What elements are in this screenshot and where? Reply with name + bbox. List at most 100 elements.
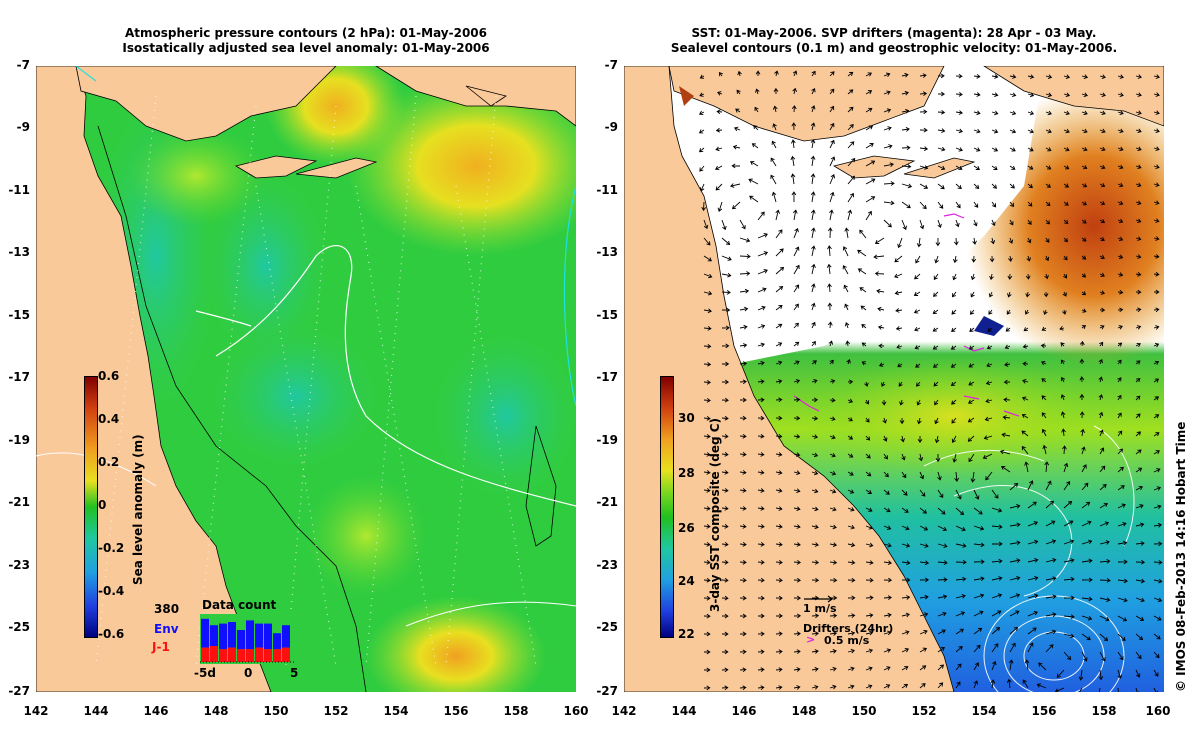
velocity-arrow <box>1153 110 1160 115</box>
velocity-arrow <box>844 303 849 311</box>
velocity-arrow <box>1079 340 1085 347</box>
velocity-arrow <box>955 593 966 599</box>
velocity-arrow <box>827 283 832 293</box>
data-count-j1-label: J-1 <box>152 640 170 654</box>
velocity-arrow <box>792 70 798 77</box>
velocity-arrow <box>775 524 783 529</box>
velocity-arrow <box>1099 521 1110 527</box>
velocity-arrow <box>739 433 747 439</box>
velocity-arrow <box>757 506 765 511</box>
velocity-arrow <box>721 685 729 691</box>
velocity-arrow <box>955 128 963 134</box>
velocity-arrow <box>1027 74 1035 79</box>
velocity-arrow <box>721 361 730 367</box>
velocity-arrow <box>955 681 961 689</box>
velocity-arrow <box>999 449 1011 455</box>
velocity-arrow <box>1059 326 1065 331</box>
velocity-arrow <box>703 255 712 262</box>
velocity-arrow <box>775 542 783 547</box>
velocity-arrow <box>865 196 876 203</box>
velocity-arrow <box>1063 576 1075 582</box>
velocity-arrow <box>1153 651 1160 659</box>
velocity-arrow <box>937 91 946 97</box>
velocity-arrow <box>811 434 819 439</box>
velocity-arrow <box>703 273 713 279</box>
velocity-arrow <box>865 489 872 494</box>
velocity-arrow <box>861 361 867 366</box>
velocity-arrow <box>775 397 783 403</box>
velocity-arrow <box>775 613 783 619</box>
velocity-arrow <box>984 416 993 422</box>
velocity-arrow <box>937 507 946 515</box>
velocity-arrow <box>937 471 942 481</box>
velocity-arrow <box>865 648 874 654</box>
velocity-arrow <box>703 308 713 314</box>
velocity-arrow <box>739 343 748 348</box>
velocity-arrow <box>775 452 783 457</box>
velocity-arrow <box>811 87 816 95</box>
velocity-arrow <box>1117 164 1124 170</box>
velocity-arrow <box>865 453 871 459</box>
velocity-arrow <box>914 273 921 280</box>
velocity-arrow <box>770 157 777 167</box>
velocity-arrow <box>847 89 854 95</box>
velocity-arrow <box>1117 182 1124 188</box>
lon-tick: 154 <box>383 704 409 718</box>
velocity-arrow <box>1117 254 1124 259</box>
velocity-arrow <box>1045 557 1057 563</box>
velocity-arrow <box>968 381 975 386</box>
colorbar-tick: -0.2 <box>98 541 125 555</box>
histogram-bar-env <box>264 623 272 650</box>
velocity-arrow <box>732 144 741 150</box>
velocity-arrow <box>847 524 855 530</box>
velocity-arrow <box>847 192 854 203</box>
velocity-arrow <box>1024 461 1029 473</box>
velocity-arrow <box>1153 378 1160 383</box>
velocity-arrow <box>1099 465 1106 473</box>
velocity-arrow <box>883 648 892 653</box>
velocity-arrow <box>1081 615 1093 621</box>
velocity-arrow <box>1027 147 1034 152</box>
velocity-arrow <box>1041 395 1047 401</box>
velocity-arrow <box>1135 74 1142 79</box>
velocity-arrow <box>973 128 981 134</box>
velocity-arrow <box>829 506 837 512</box>
left-map[interactable] <box>36 66 576 692</box>
lat-tick: -23 <box>596 558 618 572</box>
velocity-arrow <box>703 577 711 583</box>
velocity-arrow <box>757 488 765 493</box>
colorbar-tick: 0.6 <box>98 369 120 383</box>
velocity-arrow <box>703 667 711 673</box>
velocity-arrow <box>1153 200 1160 205</box>
velocity-arrow <box>1081 596 1093 602</box>
velocity-arrow <box>703 219 709 230</box>
velocity-arrow <box>883 630 892 636</box>
histogram-bar-env <box>237 630 245 650</box>
velocity-arrow <box>991 507 1003 513</box>
velocity-arrow <box>793 415 801 421</box>
velocity-arrow <box>1063 74 1071 80</box>
velocity-arrow <box>991 610 1002 617</box>
velocity-arrow <box>955 507 965 516</box>
velocity-arrow <box>883 181 895 186</box>
velocity-arrow <box>1135 110 1142 116</box>
velocity-arrow <box>1009 482 1019 491</box>
velocity-arrow <box>919 489 926 497</box>
velocity-arrow <box>865 471 872 477</box>
velocity-arrow <box>703 470 711 475</box>
histogram-bar-j1 <box>246 649 254 662</box>
velocity-arrow <box>1081 291 1087 296</box>
velocity-arrow <box>1099 447 1105 455</box>
velocity-arrow <box>1027 201 1033 207</box>
velocity-arrow <box>1077 687 1083 692</box>
velocity-arrow <box>1099 200 1106 206</box>
histogram-bar-env <box>255 623 263 648</box>
velocity-arrow <box>896 344 903 349</box>
velocity-arrow <box>991 92 999 98</box>
velocity-arrow <box>1117 200 1124 206</box>
velocity-arrow <box>1045 128 1052 134</box>
velocity-arrow <box>1027 128 1034 134</box>
right-map[interactable] <box>624 66 1164 692</box>
velocity-arrow <box>1081 464 1087 473</box>
velocity-arrow <box>1099 237 1105 242</box>
